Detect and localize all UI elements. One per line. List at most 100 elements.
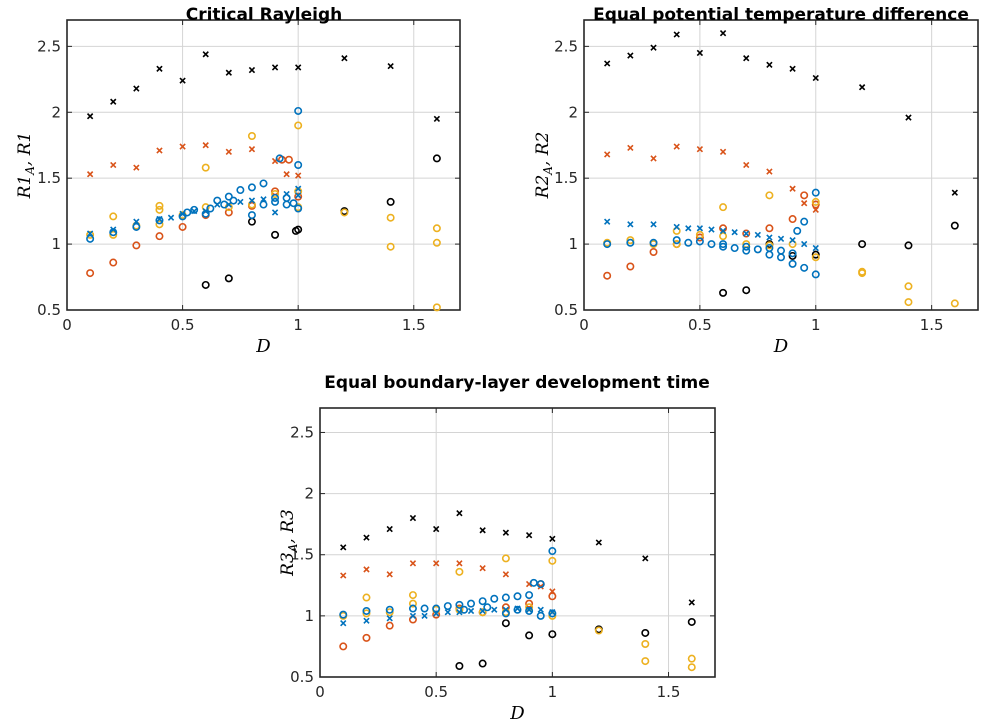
y-tick-label: 0.5	[37, 301, 61, 319]
data-point-blue-circle	[649, 238, 658, 247]
data-point-blue-cross	[409, 612, 417, 620]
data-point-black-cross	[387, 62, 394, 70]
data-point-blue-circle	[455, 600, 464, 609]
data-point-blue-cross	[271, 209, 279, 216]
data-point-black-cross	[525, 531, 533, 539]
data-point-black-circle	[742, 286, 751, 295]
data-point-orange-circle	[742, 229, 751, 238]
x-tick-label: 1.5	[657, 683, 681, 701]
x-tick-label: 0	[579, 316, 589, 334]
data-point-orange-cross	[409, 560, 417, 567]
data-point-black-circle	[271, 230, 280, 239]
y-tick-label: 2.5	[37, 37, 61, 55]
data-point-blue-cross	[214, 201, 221, 208]
data-point-blue-circle	[294, 204, 303, 213]
data-point-blue-circle	[408, 604, 417, 613]
data-point-black-cross	[627, 52, 634, 59]
x-tick-label: 1.5	[402, 316, 426, 334]
data-point-orange-cross	[295, 172, 302, 179]
plot-frame	[583, 19, 979, 311]
data-point-black-circle	[224, 274, 233, 283]
data-point-black-cross	[433, 525, 440, 533]
data-point-orange-circle	[155, 232, 164, 241]
data-point-black-circle	[525, 631, 534, 640]
data-point-blue-cross	[133, 218, 140, 225]
data-point-blue-circle	[275, 154, 284, 163]
y-tick-label: 1	[304, 607, 314, 625]
y-tick-label: 0.5	[290, 668, 314, 686]
data-point-orange-circle	[525, 599, 534, 608]
data-point-blue-circle	[236, 186, 245, 195]
data-point-black-cross	[502, 529, 510, 536]
data-point-blue-cross	[421, 612, 428, 620]
data-point-blue-circle	[190, 205, 199, 214]
data-point-black-cross	[673, 31, 680, 38]
data-point-black-circle	[858, 240, 867, 249]
data-point-blue-circle	[478, 597, 487, 606]
x-tick-label: 0.5	[688, 316, 712, 334]
data-point-orange-cross	[456, 560, 463, 567]
data-point-blue-circle	[420, 604, 429, 613]
data-point-blue-circle	[776, 246, 785, 255]
data-point-orange-circle	[224, 208, 233, 217]
x-tick-label: 1	[548, 683, 558, 701]
data-point-blue-cross	[604, 218, 611, 225]
data-point-blue-cross	[190, 207, 198, 215]
data-point-orange-cross	[673, 143, 680, 150]
data-point-blue-circle	[776, 253, 785, 262]
data-point-orange-cross	[133, 164, 140, 171]
data-point-yellow-circle	[109, 230, 118, 239]
data-point-blue-circle	[362, 606, 371, 615]
data-point-yellow-circle	[687, 663, 696, 672]
data-point-blue-cross	[456, 609, 463, 616]
data-point-blue-circle	[513, 592, 522, 601]
x-tick-label: 0.5	[424, 683, 448, 701]
data-point-black-circle	[548, 630, 557, 639]
data-point-yellow-circle	[340, 208, 349, 217]
y-tick-label: 1	[51, 235, 61, 253]
data-point-blue-circle	[684, 238, 693, 247]
data-point-yellow-circle	[408, 591, 417, 600]
data-point-yellow-circle	[432, 238, 441, 247]
data-point-blue-circle	[467, 599, 476, 608]
data-point-orange-circle	[132, 241, 141, 250]
data-point-blue-circle	[788, 259, 797, 268]
data-point-blue-circle	[548, 547, 557, 556]
data-point-blue-circle	[432, 604, 441, 613]
x-tick-label: 1	[811, 316, 821, 334]
data-point-blue-circle	[229, 196, 238, 205]
data-point-orange-cross	[386, 571, 393, 578]
data-point-orange-cross	[789, 185, 796, 192]
data-point-blue-cross	[537, 606, 544, 613]
data-point-blue-cross	[743, 230, 750, 237]
data-point-blue-circle	[483, 603, 492, 612]
data-point-black-circle	[386, 197, 395, 206]
data-point-blue-cross	[386, 615, 393, 622]
data-point-blue-circle	[529, 578, 538, 587]
data-point-black-cross	[688, 599, 695, 606]
data-point-yellow-circle	[811, 253, 820, 262]
data-point-blue-circle	[220, 200, 229, 209]
data-point-black-cross	[905, 114, 912, 121]
data-point-orange-cross	[801, 200, 808, 207]
data-point-yellow-circle	[478, 608, 487, 617]
data-point-black-circle	[687, 617, 696, 626]
data-point-black-cross	[295, 64, 302, 71]
data-point-blue-circle	[626, 238, 635, 247]
data-point-orange-circle	[178, 222, 187, 231]
data-point-orange-circle	[86, 269, 95, 278]
data-point-black-cross	[202, 51, 209, 58]
y-axis-label: R1A, R1	[15, 132, 37, 200]
x-tick-label: 0	[315, 683, 325, 701]
data-point-yellow-circle	[641, 639, 650, 648]
data-point-blue-cross	[110, 226, 117, 233]
data-point-blue-cross	[156, 215, 163, 223]
data-point-black-cross	[409, 514, 417, 522]
data-point-yellow-circle	[155, 201, 164, 210]
data-point-blue-circle	[501, 593, 510, 602]
data-point-yellow-circle	[432, 303, 441, 312]
data-point-black-cross	[363, 534, 370, 541]
data-point-black-cross	[789, 65, 796, 72]
